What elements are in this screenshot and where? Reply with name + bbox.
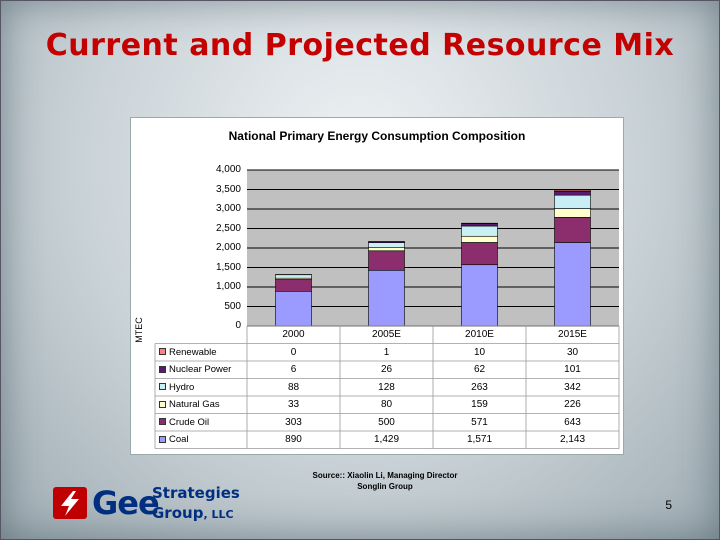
data-label: 1,571 bbox=[466, 434, 493, 445]
bar-segment-crude-oil bbox=[461, 242, 498, 266]
x-category-label: 2010E bbox=[465, 329, 494, 340]
y-tick-label: 500 bbox=[224, 300, 241, 312]
data-label: 101 bbox=[564, 364, 581, 375]
data-label: 500 bbox=[378, 416, 395, 428]
logo-text-gee: Gee bbox=[92, 484, 160, 522]
data-label: 88 bbox=[287, 381, 300, 393]
legend-entry: Nuclear Power bbox=[159, 364, 231, 375]
source-note: Source:: Xiaolin Li, Managing Director S… bbox=[285, 470, 485, 492]
bar-segment-hydro bbox=[461, 225, 498, 237]
x-category-label: 2000 bbox=[282, 329, 305, 340]
legend-label: Nuclear Power bbox=[169, 364, 232, 375]
data-label: 643 bbox=[564, 416, 581, 428]
legend-label: Crude Oil bbox=[169, 416, 210, 428]
chart-title: National Primary Energy Consumption Comp… bbox=[228, 129, 526, 143]
bar-segment-coal bbox=[368, 269, 405, 327]
legend-entry: Coal bbox=[159, 434, 189, 445]
logo-text-group: Group, LLC bbox=[152, 504, 234, 522]
legend-swatch bbox=[159, 435, 166, 443]
slide-title: Current and Projected Resource Mix bbox=[45, 28, 675, 63]
source-line-1: Source:: Xiaolin Li, Managing Director bbox=[312, 471, 458, 480]
data-label: 303 bbox=[285, 416, 302, 428]
data-label: 263 bbox=[471, 381, 488, 393]
legend-entry: Crude Oil bbox=[159, 417, 209, 428]
bar-segment-crude-oil bbox=[554, 217, 591, 243]
bar-segment-nuclear-power bbox=[554, 190, 591, 196]
legend-swatch bbox=[159, 348, 166, 356]
legend-entry: Natural Gas bbox=[159, 399, 220, 410]
data-label: 128 bbox=[378, 381, 395, 393]
legend-swatch bbox=[159, 383, 166, 391]
company-logo: Gee Strategies Group, LLC bbox=[52, 482, 242, 526]
data-label: 0 bbox=[290, 346, 297, 358]
data-label: 80 bbox=[380, 399, 393, 410]
legend-entry: Hydro bbox=[159, 382, 194, 393]
legend-label: Natural Gas bbox=[169, 399, 220, 410]
data-label: 890 bbox=[285, 434, 302, 445]
logo-text-llc: , LLC bbox=[203, 508, 234, 521]
bar-segment-crude-oil bbox=[368, 250, 405, 271]
bar-segment-natural-gas bbox=[461, 235, 498, 243]
x-category-label: 2015E bbox=[558, 329, 587, 340]
bar-segment-coal bbox=[554, 242, 591, 327]
legend-label: Hydro bbox=[169, 381, 195, 393]
data-label: 62 bbox=[473, 364, 486, 375]
source-line-2: Songlin Group bbox=[357, 482, 413, 491]
data-label: 30 bbox=[566, 346, 579, 358]
logo-text-strategies: Strategies bbox=[152, 484, 240, 502]
data-label: 1,429 bbox=[373, 434, 400, 445]
bar-segment-natural-gas bbox=[554, 208, 591, 218]
chart-plot bbox=[154, 169, 620, 449]
bar-segment-coal bbox=[461, 264, 498, 327]
legend-label: Coal bbox=[169, 434, 189, 445]
bar-segment-hydro bbox=[554, 194, 591, 209]
data-label: 6 bbox=[290, 364, 297, 375]
data-label: 226 bbox=[564, 399, 581, 410]
data-label: 342 bbox=[564, 381, 581, 393]
data-label: 10 bbox=[473, 346, 486, 358]
y-tick-label: 1,500 bbox=[215, 261, 241, 273]
data-label: 159 bbox=[471, 399, 488, 410]
y-tick-label: 2,000 bbox=[215, 242, 241, 253]
data-label: 26 bbox=[380, 364, 393, 375]
y-tick-label: 4,000 bbox=[215, 164, 241, 175]
bar-segment-nuclear-power bbox=[461, 223, 498, 227]
bar-segment-crude-oil bbox=[275, 279, 312, 292]
y-tick-label: 0 bbox=[235, 320, 241, 331]
y-tick-label: 3,000 bbox=[215, 203, 241, 214]
bar-segment-natural-gas bbox=[368, 247, 405, 252]
legend-swatch bbox=[159, 400, 166, 408]
data-label: 33 bbox=[287, 399, 300, 410]
y-tick-label: 2,500 bbox=[215, 222, 241, 234]
bar-segment-coal bbox=[275, 290, 312, 327]
legend-swatch bbox=[159, 365, 166, 373]
y-tick-label: 3,500 bbox=[215, 183, 241, 195]
legend-swatch bbox=[159, 418, 166, 426]
y-tick-label: 1,000 bbox=[215, 281, 241, 292]
data-label: 571 bbox=[471, 416, 488, 428]
page-number: 5 bbox=[665, 498, 672, 512]
chart-panel: National Primary Energy Consumption Comp… bbox=[130, 117, 624, 455]
data-label: 1 bbox=[383, 346, 390, 358]
legend-entry: Renewable bbox=[159, 347, 217, 358]
logo-text-group-word: Group bbox=[152, 504, 204, 522]
x-category-label: 2005E bbox=[372, 329, 401, 340]
lightning-logo-icon bbox=[53, 487, 87, 519]
bar-segment-hydro bbox=[275, 274, 312, 279]
bar-segment-hydro bbox=[368, 242, 405, 248]
legend-label: Renewable bbox=[169, 346, 217, 358]
bar-segment-renewable bbox=[554, 189, 591, 192]
data-label: 2,143 bbox=[559, 434, 586, 445]
